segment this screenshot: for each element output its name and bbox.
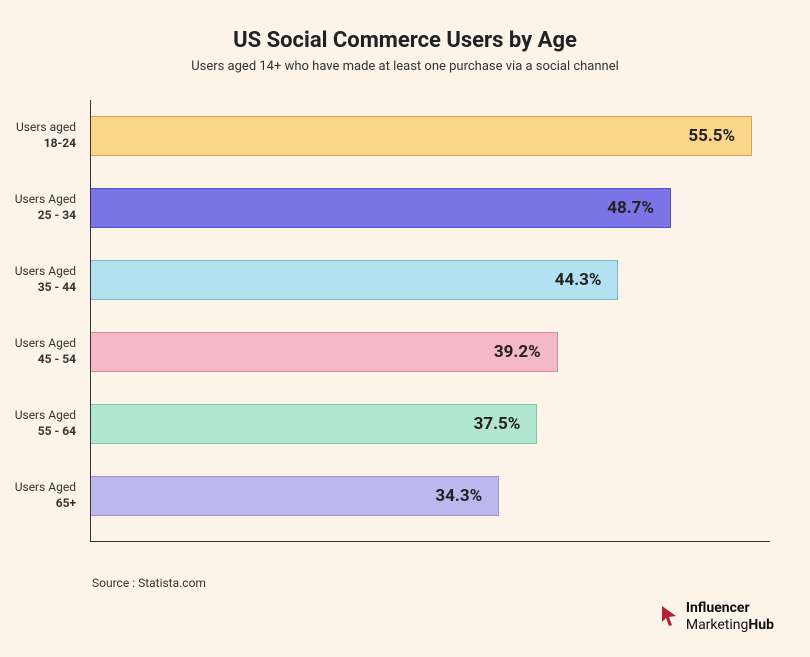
brand-line2a: Marketing — [686, 617, 749, 633]
row-label: Users Aged35 - 44 — [0, 263, 90, 295]
bar-value: 48.7% — [607, 198, 654, 218]
chart-title: US Social Commerce Users by Age — [40, 28, 770, 53]
chart-subtitle: Users aged 14+ who have made at least on… — [40, 59, 770, 74]
brand-logo: Influencer MarketingHub — [660, 599, 774, 633]
row-label: Users Aged25 - 34 — [0, 191, 90, 223]
bar: 34.3% — [90, 476, 499, 516]
bar-value: 34.3% — [435, 486, 482, 506]
bar-value: 37.5% — [474, 414, 521, 434]
row-label: Users Aged55 - 64 — [0, 407, 90, 439]
bar: 39.2% — [90, 332, 558, 372]
row-label-range: 45 - 54 — [0, 351, 76, 367]
chart-row: 34.3% — [90, 460, 770, 532]
row-label: Users Aged45 - 54 — [0, 335, 90, 367]
row-label-range: 55 - 64 — [0, 423, 76, 439]
bar: 44.3% — [90, 260, 618, 300]
row-label-range: 18-24 — [0, 135, 76, 151]
chart-row: 44.3% — [90, 244, 770, 316]
bar-track: 44.3% — [90, 260, 770, 300]
chart-row: 39.2% — [90, 316, 770, 388]
brand-cursor-icon — [660, 604, 680, 628]
bar-track: 37.5% — [90, 404, 770, 444]
bar-value: 44.3% — [555, 270, 602, 290]
brand-line2b: Hub — [748, 617, 774, 633]
x-axis-line — [90, 541, 770, 542]
row-label-prefix: Users Aged — [0, 407, 76, 423]
bar: 37.5% — [90, 404, 537, 444]
row-label-prefix: Users Aged — [0, 191, 76, 207]
bar-track: 48.7% — [90, 188, 770, 228]
chart-area: 55.5%Users aged18-2448.7%Users Aged25 - … — [90, 100, 770, 542]
chart-row: 55.5% — [90, 100, 770, 172]
row-label: Users aged18-24 — [0, 119, 90, 151]
y-axis-line — [90, 100, 91, 542]
row-label-prefix: Users aged — [0, 119, 76, 135]
source-line: Source : Statista.com — [92, 576, 770, 590]
row-label-range: 65+ — [0, 495, 76, 511]
row-label-prefix: Users Aged — [0, 479, 76, 495]
bar-track: 34.3% — [90, 476, 770, 516]
bar-value: 39.2% — [494, 342, 541, 362]
bar: 55.5% — [90, 116, 752, 156]
source-name: Statista.com — [138, 576, 206, 590]
row-label-range: 25 - 34 — [0, 207, 76, 223]
bar: 48.7% — [90, 188, 671, 228]
row-label-range: 35 - 44 — [0, 279, 76, 295]
source-label: Source : — [92, 576, 135, 590]
row-label-prefix: Users Aged — [0, 335, 76, 351]
bar-value: 55.5% — [688, 126, 735, 146]
bar-track: 39.2% — [90, 332, 770, 372]
row-label-prefix: Users Aged — [0, 263, 76, 279]
bar-track: 55.5% — [90, 116, 770, 156]
brand-line1: Influencer — [686, 600, 750, 616]
row-label: Users Aged65+ — [0, 479, 90, 511]
chart-row: 37.5% — [90, 388, 770, 460]
chart-row: 48.7% — [90, 172, 770, 244]
